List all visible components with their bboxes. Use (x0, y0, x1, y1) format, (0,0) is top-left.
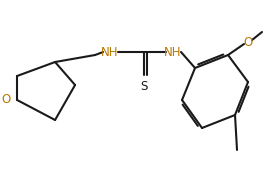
Text: NH: NH (101, 45, 119, 59)
Text: O: O (2, 93, 11, 107)
Text: S: S (140, 79, 148, 93)
Text: O: O (243, 35, 253, 49)
Text: NH: NH (164, 45, 182, 59)
